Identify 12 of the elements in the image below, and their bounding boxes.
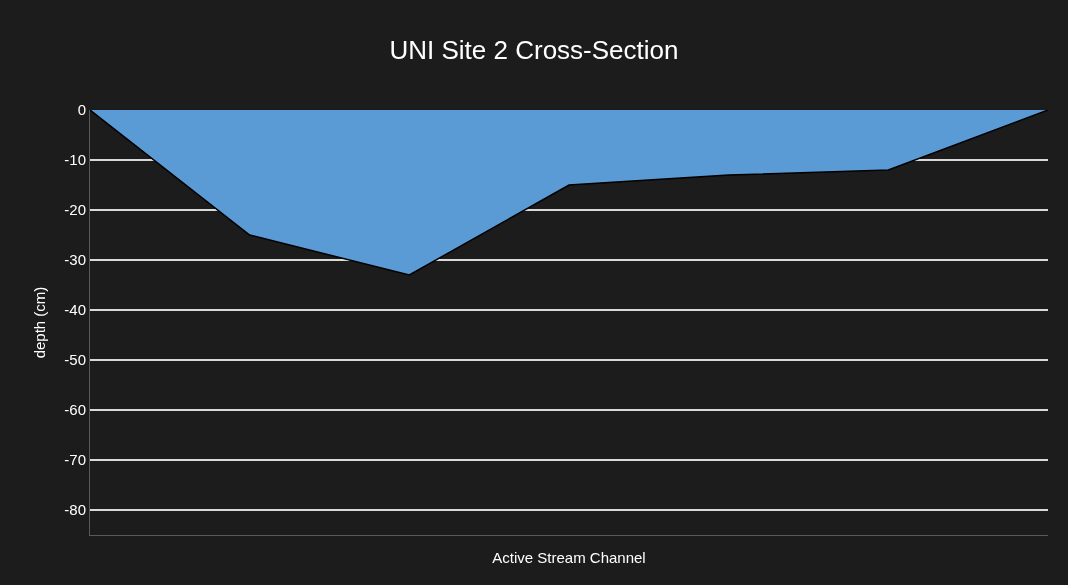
- y-tick-label: -10: [64, 151, 86, 169]
- y-axis-title: depth (cm): [30, 286, 48, 359]
- y-tick-label: -60: [64, 401, 86, 419]
- y-tick-label: -80: [64, 501, 86, 519]
- chart-title: UNI Site 2 Cross-Section: [389, 35, 679, 66]
- x-axis-title: Active Stream Channel: [492, 549, 646, 567]
- y-tick-label: 0: [77, 101, 86, 119]
- y-tick-label: -20: [64, 201, 86, 219]
- y-tick-label: -40: [64, 301, 86, 319]
- y-tick-label: -70: [64, 451, 86, 469]
- y-tick-label: -50: [64, 351, 86, 369]
- y-tick-label: -30: [64, 251, 86, 269]
